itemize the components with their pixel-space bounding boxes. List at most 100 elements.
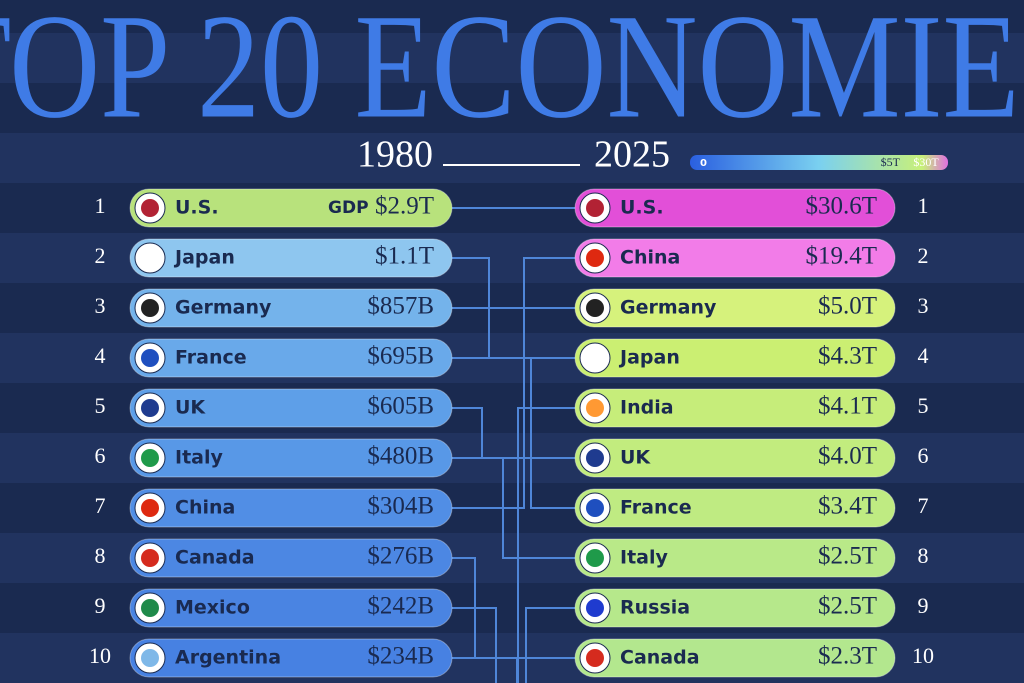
gdp-value: $3.4T — [818, 493, 877, 520]
flag-color — [141, 449, 159, 467]
country-pill — [129, 438, 453, 478]
country-pill — [129, 238, 453, 278]
country-pill — [129, 588, 453, 628]
rank: 8 — [95, 543, 106, 568]
gdp-value: $2.3T — [818, 643, 877, 670]
country-pill — [129, 188, 453, 228]
country-name: UK — [175, 397, 206, 419]
rank: 5 — [918, 393, 929, 418]
rank: 10 — [89, 643, 111, 668]
legend-mid: $5T — [881, 155, 901, 169]
country-pill — [574, 188, 896, 228]
country-name: Russia — [620, 597, 690, 619]
gdp-label: GDP — [328, 198, 369, 218]
connector — [452, 407, 575, 459]
country-pill — [574, 588, 896, 628]
flag-color — [586, 249, 604, 267]
flag-color — [141, 349, 159, 367]
gdp-value: $4.1T — [818, 393, 877, 420]
country-name: Mexico — [175, 597, 250, 619]
flag-color — [141, 599, 159, 617]
rank: 6 — [95, 443, 106, 468]
connectors — [452, 207, 575, 683]
flag-color — [141, 549, 159, 567]
country-name: Italy — [175, 447, 223, 469]
connector — [525, 607, 575, 683]
gdp-value: $4.0T — [818, 443, 877, 470]
rank: 1 — [95, 193, 106, 218]
rank: 8 — [918, 543, 929, 568]
year-end: 2025 — [594, 134, 670, 176]
gdp-value: $5.0T — [818, 293, 877, 320]
legend-scale — [690, 155, 948, 170]
country-pill — [574, 538, 896, 578]
country-name: China — [620, 247, 680, 269]
country-name: Argentina — [175, 647, 281, 669]
country-name: UK — [620, 447, 651, 469]
flag-color — [586, 199, 604, 217]
country-pill — [574, 288, 896, 328]
stripe — [0, 33, 1024, 83]
country-name: U.S. — [175, 197, 219, 219]
country-name: India — [620, 397, 674, 419]
rank: 7 — [918, 493, 929, 518]
country-name: U.S. — [620, 197, 664, 219]
flag-color — [586, 449, 604, 467]
country-name: Japan — [618, 347, 680, 369]
stripe — [0, 83, 1024, 133]
country-pill — [574, 638, 896, 678]
country-name: France — [620, 497, 692, 519]
gdp-value: $276B — [367, 543, 434, 570]
rank: 2 — [95, 243, 106, 268]
country-name: Germany — [620, 297, 717, 319]
flag-color — [141, 649, 159, 667]
rank: 6 — [918, 443, 929, 468]
flag-color — [586, 549, 604, 567]
flag-color — [586, 299, 604, 317]
flag-color — [586, 499, 604, 517]
country-name: Germany — [175, 297, 272, 319]
gdp-value: $857B — [367, 293, 434, 320]
rank: 7 — [95, 493, 106, 518]
gdp-value: $480B — [367, 443, 434, 470]
country-pill — [129, 538, 453, 578]
country-pill — [129, 488, 453, 528]
gdp-value: $234B — [367, 643, 434, 670]
gdp-value: $304B — [367, 493, 434, 520]
connector — [452, 357, 575, 509]
country-pill — [129, 338, 453, 378]
flag-color — [141, 299, 159, 317]
country-name: Italy — [620, 547, 668, 569]
rank: 1 — [918, 193, 929, 218]
gdp-value: $605B — [367, 393, 434, 420]
country-name: France — [175, 347, 247, 369]
rank: 5 — [95, 393, 106, 418]
gdp-value: $1.1T — [375, 243, 434, 270]
country-pill — [574, 488, 896, 528]
gdp-value: $19.4T — [805, 243, 877, 270]
title: TOP 20 ECONOMIES — [0, 0, 1024, 149]
gdp-value: $2.5T — [818, 593, 877, 620]
gdp-value: $695B — [367, 343, 434, 370]
rank: 9 — [918, 593, 929, 618]
rank: 2 — [918, 243, 929, 268]
country-pill — [574, 238, 896, 278]
country-name: Canada — [175, 547, 255, 569]
year-start: 1980 — [357, 134, 433, 176]
rank: 3 — [95, 293, 106, 318]
rank: 4 — [95, 343, 106, 368]
rows: 1 1 2 2 3 3 4 4 5 5 6 6 7 7 8 8 9 9 10 10 U.S. $2.9T Japan $1.1… — [89, 188, 934, 678]
legend-min: 0 — [700, 158, 707, 169]
country-pill — [129, 288, 453, 328]
connector — [517, 407, 575, 683]
flag-color — [586, 599, 604, 617]
country-pill — [129, 388, 453, 428]
flag-color — [586, 649, 604, 667]
stripe — [0, 0, 1024, 33]
rank: 3 — [918, 293, 929, 318]
gdp-value: $242B — [367, 593, 434, 620]
country-pill — [129, 638, 453, 678]
country-name: Canada — [620, 647, 700, 669]
flag-color — [141, 199, 159, 217]
rank: 10 — [912, 643, 934, 668]
